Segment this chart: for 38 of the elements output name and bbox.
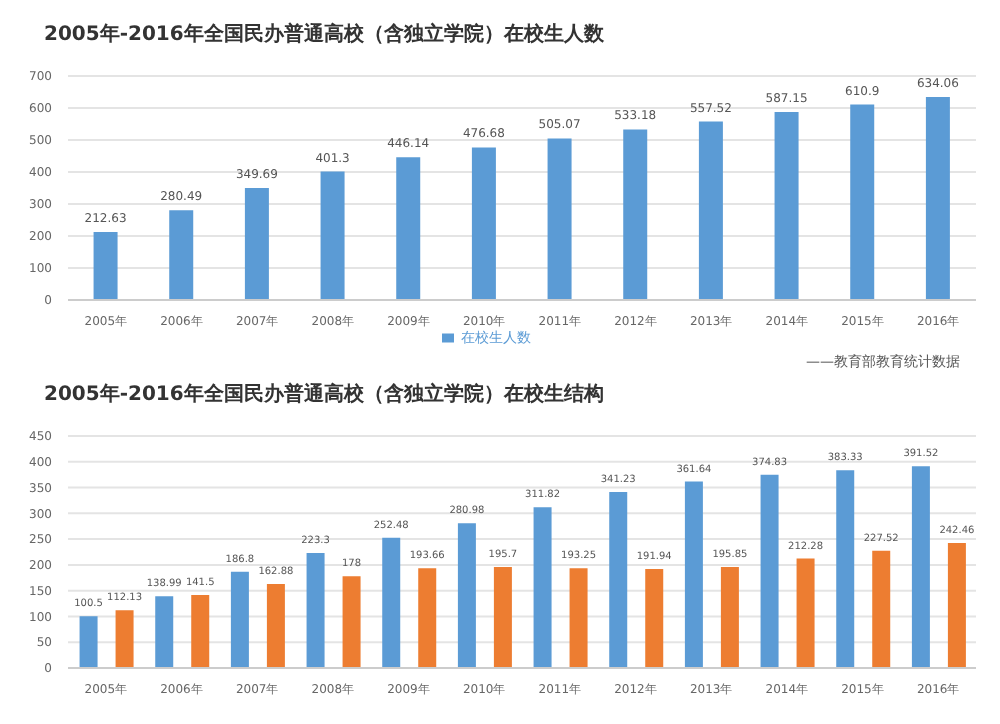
bar xyxy=(774,112,799,300)
bar xyxy=(266,584,285,668)
chart-title: 2005年-2016年全国民办普通高校（含独立学院）在校生结构 xyxy=(42,380,606,410)
bar xyxy=(911,466,930,668)
bar xyxy=(684,481,703,668)
bar xyxy=(796,558,815,668)
bar xyxy=(533,507,552,668)
bar xyxy=(115,610,134,668)
bar xyxy=(569,568,588,668)
bar xyxy=(306,552,325,668)
bar xyxy=(698,121,723,300)
bar xyxy=(244,188,269,300)
bar xyxy=(191,595,210,668)
bar xyxy=(169,210,194,300)
bar xyxy=(836,470,855,668)
bar xyxy=(457,523,476,668)
bar xyxy=(382,537,401,668)
bar xyxy=(418,568,437,668)
bar xyxy=(79,616,98,668)
bar xyxy=(230,571,249,668)
bar xyxy=(471,147,496,300)
chart-title: 2005年-2016年全国民办普通高校（含独立学院）在校生人数 xyxy=(42,20,606,50)
bar xyxy=(872,550,891,668)
bar xyxy=(760,474,779,668)
bar xyxy=(645,569,664,668)
bar xyxy=(850,104,875,300)
bar xyxy=(925,97,950,300)
bar xyxy=(720,567,739,668)
bar xyxy=(609,492,628,668)
bar xyxy=(547,138,572,300)
bar xyxy=(623,129,648,300)
bar xyxy=(947,543,966,668)
bar xyxy=(396,157,421,300)
bar xyxy=(93,231,118,300)
bar xyxy=(342,576,361,668)
bar xyxy=(493,567,512,668)
bar xyxy=(320,171,345,300)
bar xyxy=(155,596,174,668)
